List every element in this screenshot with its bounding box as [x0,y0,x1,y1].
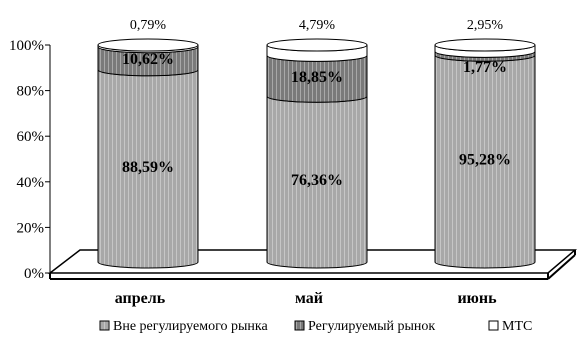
data-label: 95,28% [459,152,511,169]
legend-label: Регулируемый рынок [308,319,435,334]
legend-swatch [294,320,305,331]
bar-top-cap [266,38,368,52]
legend-label: МТС [502,319,532,334]
floor-edge [547,254,576,280]
data-label: 76,36% [291,172,343,189]
data-label: 4,79% [299,18,336,33]
data-label: 10,62% [122,51,174,68]
data-label: 2,95% [467,18,504,33]
data-label: 1,77% [463,59,507,76]
data-label: 88,59% [122,159,174,176]
y-tick-label: 80% [17,84,45,100]
legend-item: Регулируемый рынок [294,319,435,334]
bar-top-cap [97,38,199,52]
legend: Вне регулируемого рынка Регулируемый рыно… [99,319,532,334]
bar-group-0 [97,38,199,269]
legend-label: Вне регулируемого рынка [113,319,268,334]
y-tick-label: 100% [9,38,44,54]
bars [97,38,536,269]
bar-group-2 [434,38,536,269]
y-tick-label: 60% [17,129,45,145]
bar-group-1 [266,38,368,269]
legend-swatch [99,320,110,331]
legend-swatch [488,320,499,331]
bar-top-cap [434,38,536,52]
x-tick-label: июнь [457,290,497,307]
data-labels: 88,59% 10,62% 0,79% апрель 76,36% 18,85% 4,79%… [115,18,511,307]
y-axis: 0% 20% 40% 60% 80% 100% [9,38,51,282]
legend-item: Вне регулируемого рынка [99,319,268,334]
data-label: 0,79% [130,18,167,33]
x-tick-label: май [295,290,323,307]
y-tick-label: 0% [24,266,44,282]
x-tick-label: апрель [115,290,166,307]
legend-item: МТС [488,319,532,334]
y-tick-label: 20% [17,220,45,236]
y-tick-label: 40% [17,175,45,191]
data-label: 18,85% [291,69,343,86]
